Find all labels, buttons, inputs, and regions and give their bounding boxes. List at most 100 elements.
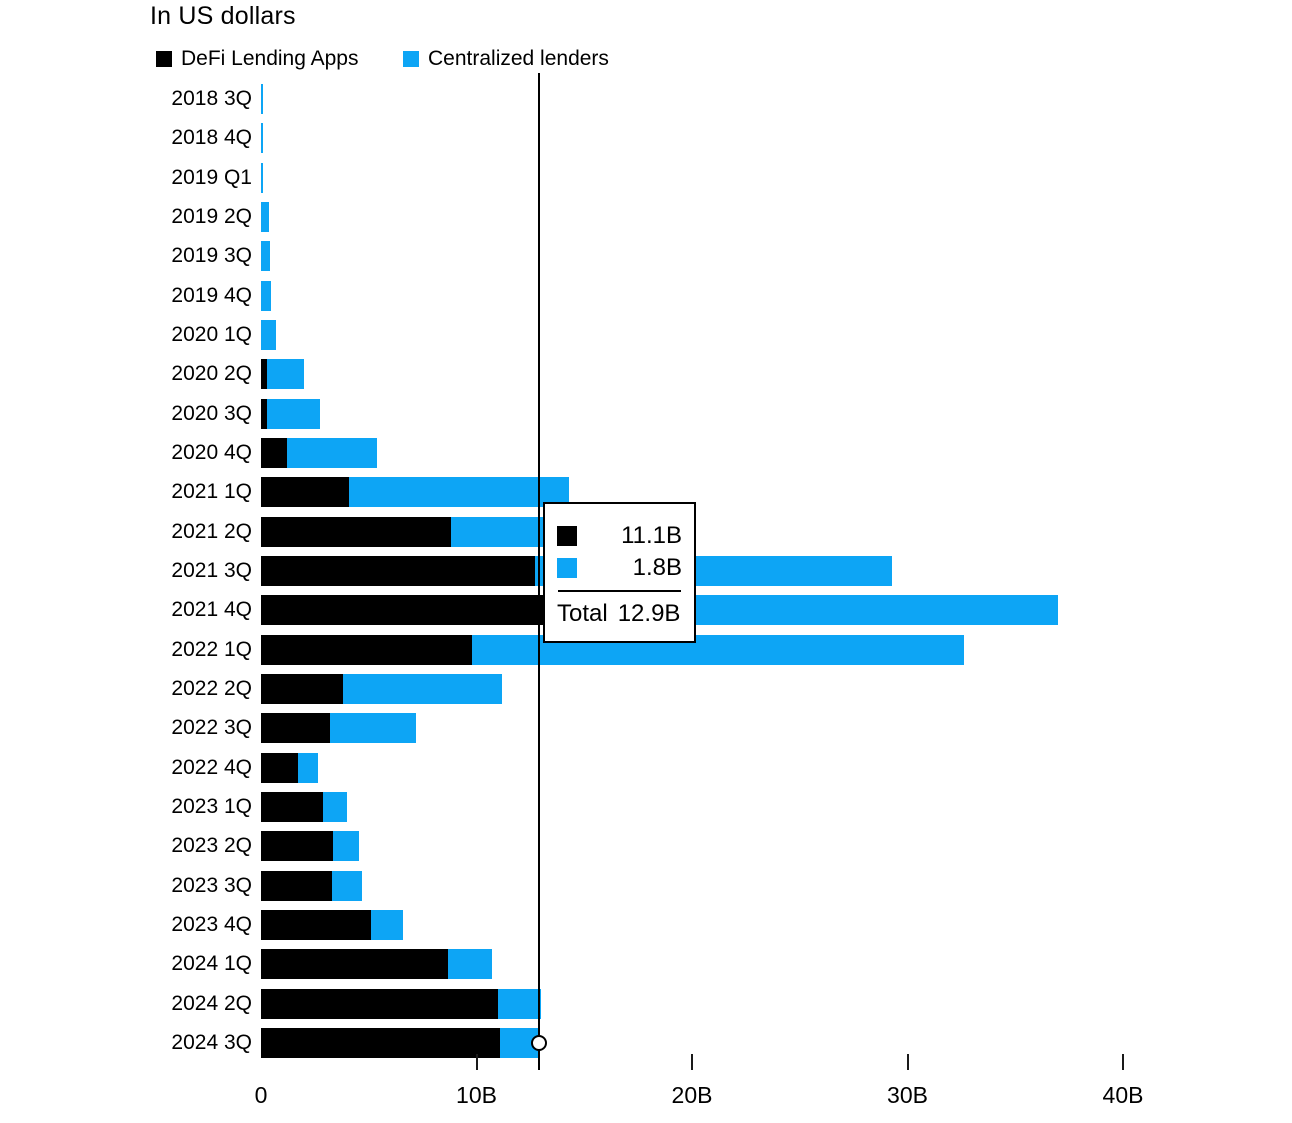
centralized-legend-swatch-icon bbox=[403, 51, 419, 67]
x-axis-label: 0 bbox=[254, 1082, 268, 1108]
bar-row: 2018 4Q bbox=[0, 123, 1292, 154]
bar-row: 2019 2Q bbox=[0, 201, 1292, 232]
category-label: 2019 3Q bbox=[171, 244, 252, 268]
bar-segment-defi[interactable] bbox=[261, 909, 371, 940]
bar-segment-centralized[interactable] bbox=[261, 162, 264, 193]
category-label: 2022 3Q bbox=[171, 716, 252, 740]
legend-label-defi: DeFi Lending Apps bbox=[181, 47, 359, 70]
tooltip-divider bbox=[558, 590, 681, 592]
bar-row: 2023 4Q bbox=[0, 909, 1292, 940]
x-axis-label: 10B bbox=[456, 1082, 497, 1108]
tooltip-total-label: Total bbox=[557, 600, 608, 627]
legend-item-defi: DeFi Lending Apps bbox=[156, 47, 358, 71]
bar-row: 2024 3Q bbox=[0, 1027, 1292, 1058]
bar-segment-centralized[interactable] bbox=[261, 84, 264, 114]
category-label: 2024 2Q bbox=[171, 991, 252, 1015]
bar-segment-defi[interactable] bbox=[261, 634, 473, 665]
tooltip-total: Total 12.9B bbox=[557, 600, 682, 628]
bar-row: 2022 3Q bbox=[0, 713, 1292, 744]
category-label: 2020 3Q bbox=[171, 401, 252, 425]
category-label: 2024 3Q bbox=[171, 1030, 252, 1054]
bar-segment-defi[interactable] bbox=[261, 831, 334, 862]
category-label: 2024 1Q bbox=[171, 952, 252, 976]
bar-segment-centralized[interactable] bbox=[448, 949, 492, 980]
category-label: 2020 2Q bbox=[171, 362, 252, 386]
x-axis-label: 30B bbox=[887, 1082, 928, 1108]
x-axis-tick bbox=[906, 1054, 909, 1070]
bar-segment-defi[interactable] bbox=[261, 870, 333, 901]
bar-segment-defi[interactable] bbox=[261, 949, 449, 980]
bar-segment-centralized[interactable] bbox=[261, 123, 264, 154]
category-label: 2019 Q1 bbox=[171, 165, 252, 189]
legend-item-centralized: Centralized lenders bbox=[403, 47, 609, 71]
category-label: 2021 4Q bbox=[171, 598, 252, 622]
bar-row: 2020 2Q bbox=[0, 359, 1292, 390]
bar-segment-defi[interactable] bbox=[261, 477, 350, 508]
chart-title: In US dollars bbox=[150, 2, 296, 30]
x-axis-tick bbox=[691, 1054, 693, 1070]
bar-segment-centralized[interactable] bbox=[342, 673, 503, 704]
x-axis-label: 40B bbox=[1102, 1082, 1144, 1108]
bar-segment-centralized[interactable] bbox=[267, 359, 305, 390]
bar-row: 2020 4Q bbox=[0, 437, 1292, 468]
bar-segment-centralized[interactable] bbox=[261, 201, 269, 232]
bar-row: 2019 Q1 bbox=[0, 162, 1292, 193]
category-label: 2023 4Q bbox=[171, 912, 252, 936]
bar-segment-centralized[interactable] bbox=[261, 280, 271, 311]
bar-segment-centralized[interactable] bbox=[498, 988, 542, 1019]
bar-segment-centralized[interactable] bbox=[370, 909, 404, 940]
bar-segment-centralized[interactable] bbox=[349, 477, 570, 508]
category-label: 2021 1Q bbox=[171, 480, 252, 504]
bar-segment-centralized[interactable] bbox=[329, 713, 417, 744]
bar-row: 2020 1Q bbox=[0, 319, 1292, 350]
bar-segment-defi[interactable] bbox=[261, 752, 298, 783]
bar-segment-defi[interactable] bbox=[261, 437, 287, 468]
bar-segment-defi[interactable] bbox=[261, 516, 451, 547]
bar-segment-defi[interactable] bbox=[261, 988, 499, 1019]
bar-segment-centralized[interactable] bbox=[323, 791, 348, 822]
bar-segment-defi[interactable] bbox=[261, 713, 330, 744]
bar-row: 2019 4Q bbox=[0, 280, 1292, 311]
reference-line bbox=[537, 73, 540, 1070]
bar-row: 2019 3Q bbox=[0, 241, 1292, 272]
category-label: 2023 3Q bbox=[171, 873, 252, 897]
bar-segment-centralized[interactable] bbox=[267, 398, 321, 429]
defi-swatch-icon bbox=[557, 526, 577, 546]
category-label: 2021 3Q bbox=[171, 558, 252, 582]
bar-segment-defi[interactable] bbox=[261, 398, 268, 429]
bar-row: 2024 1Q bbox=[0, 949, 1292, 980]
category-label: 2018 4Q bbox=[171, 126, 252, 150]
bar-segment-centralized[interactable] bbox=[261, 319, 277, 350]
category-label: 2022 2Q bbox=[171, 676, 252, 700]
bar-segment-defi[interactable] bbox=[261, 1027, 501, 1058]
bar-segment-defi[interactable] bbox=[261, 791, 324, 822]
bar-row: 2022 2Q bbox=[0, 673, 1292, 704]
category-label: 2020 1Q bbox=[171, 322, 252, 346]
bar-row: 2023 2Q bbox=[0, 831, 1292, 862]
bar-row: 2020 3Q bbox=[0, 398, 1292, 429]
bar-segment-defi[interactable] bbox=[261, 673, 343, 704]
category-label: 2019 4Q bbox=[171, 283, 252, 307]
bar-segment-defi[interactable] bbox=[261, 359, 268, 390]
category-label: 2018 3Q bbox=[171, 87, 252, 110]
category-label: 2022 1Q bbox=[171, 637, 252, 661]
bar-segment-centralized[interactable] bbox=[286, 437, 378, 468]
category-label: 2022 4Q bbox=[171, 755, 252, 779]
bar-row: 2023 1Q bbox=[0, 791, 1292, 822]
tooltip-defi-value: 11.1B bbox=[621, 522, 682, 549]
category-label: 2019 2Q bbox=[171, 204, 252, 228]
bar-segment-centralized[interactable] bbox=[297, 752, 319, 783]
bar-segment-centralized[interactable] bbox=[261, 241, 270, 272]
category-label: 2020 4Q bbox=[171, 440, 252, 464]
tooltip-row-centralized: 1.8B bbox=[557, 554, 682, 581]
bar-segment-defi[interactable] bbox=[261, 555, 535, 586]
bar-row: 2021 1Q bbox=[0, 477, 1292, 508]
bar-segment-centralized[interactable] bbox=[332, 870, 363, 901]
bar-row: 2023 3Q bbox=[0, 870, 1292, 901]
bar-segment-centralized[interactable] bbox=[333, 831, 360, 862]
category-label: 2023 1Q bbox=[171, 794, 252, 818]
centralized-swatch-icon bbox=[557, 558, 577, 578]
tooltip-centralized-value: 1.8B bbox=[632, 554, 682, 581]
defi-legend-swatch-icon bbox=[156, 51, 172, 67]
bar-row: 2022 4Q bbox=[0, 752, 1292, 783]
